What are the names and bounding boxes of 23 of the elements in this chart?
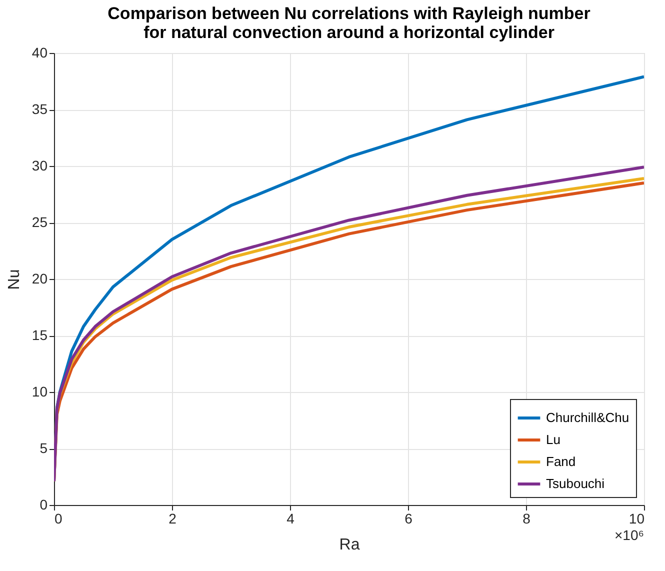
x-tick-label: 0	[54, 510, 62, 526]
y-tick-label: 0	[40, 496, 48, 512]
legend-label: Fand	[546, 454, 576, 469]
text: ×10⁶	[614, 527, 644, 543]
x-axis-title: Ra	[339, 536, 360, 554]
legend-label: Lu	[546, 432, 560, 447]
y-axis-title: Nu	[6, 269, 23, 290]
x-tick-label: 2	[168, 510, 177, 526]
y-tick-label: 10	[32, 384, 48, 400]
legend-label: Tsubouchi	[546, 476, 605, 491]
y-tick-label: 30	[32, 158, 48, 174]
legend-label: Churchill&Chu	[546, 410, 630, 425]
y-tick-label: 5	[40, 440, 48, 456]
y-tick-label: 15	[32, 327, 48, 343]
x-tick-label: 8	[522, 510, 531, 526]
x-tick-label: 6	[404, 510, 413, 526]
y-tick-label: 25	[32, 214, 48, 230]
y-tick-label: 40	[32, 44, 48, 60]
chart-title: Comparison between Nu correlations with Rayleigh number for natural convection around a horizontal cylinder	[108, 4, 591, 42]
y-tick-label: 20	[32, 270, 48, 286]
x-tick-label: 4	[286, 510, 295, 526]
x-tick-label: 10	[628, 510, 645, 526]
y-tick-label: 35	[32, 101, 48, 117]
